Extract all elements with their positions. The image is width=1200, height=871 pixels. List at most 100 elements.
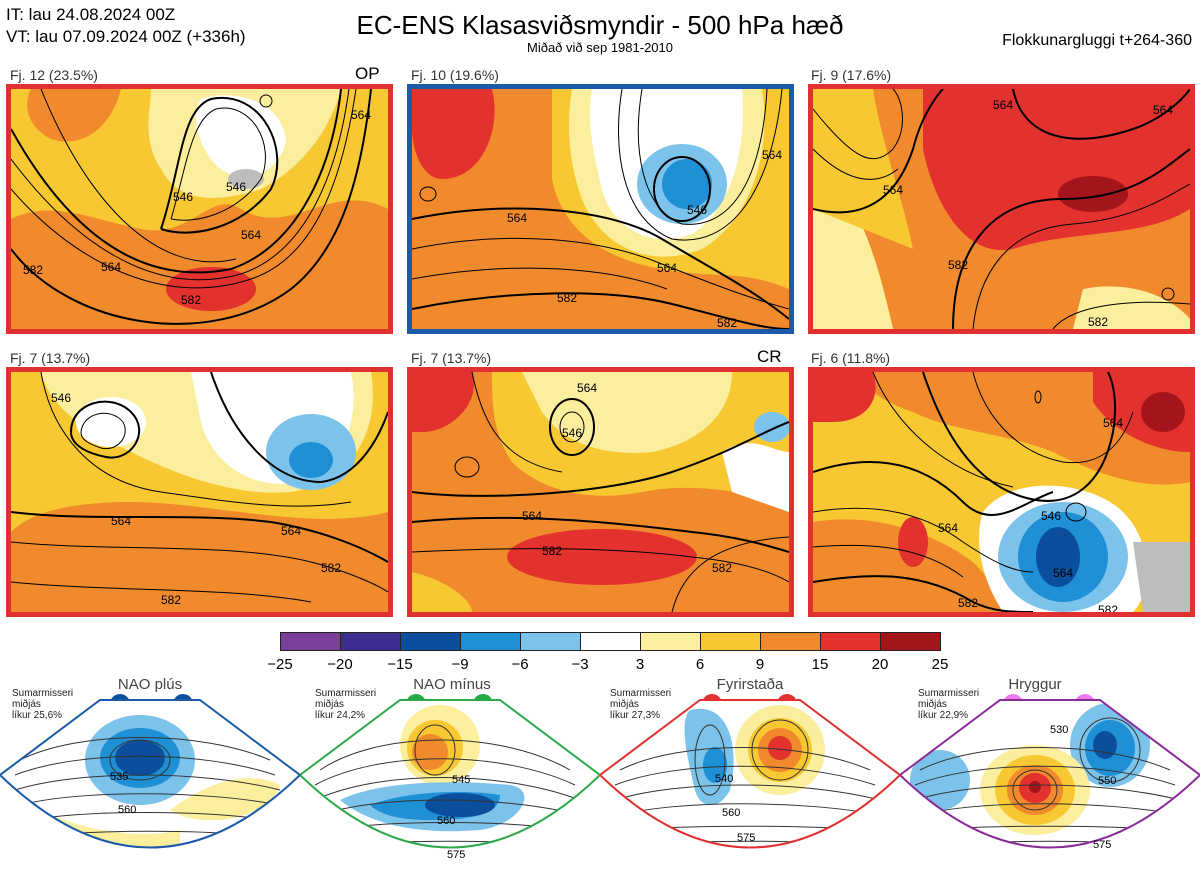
contour-label: 546 — [226, 180, 246, 194]
panel-1-label: Fj. 12 (23.5%) — [10, 67, 98, 83]
regime-title-ridge: Hryggur — [1008, 676, 1062, 693]
colorbar-tick: 25 — [931, 656, 949, 673]
contour-label: 560 — [437, 815, 455, 827]
colorbar-swatch — [581, 633, 641, 650]
cluster-map-6: 564 546 564 564 582 582 — [808, 367, 1195, 617]
colorbar-tick: −25 — [267, 656, 293, 673]
init-time-block: IT: lau 24.08.2024 00Z VT: lau 07.09.202… — [6, 4, 246, 48]
page-title: EC-ENS Klasasviðsmyndir - 500 hPa hæð — [356, 10, 844, 40]
contour-label: 564 — [281, 524, 301, 538]
contour-label: 535 — [110, 771, 128, 783]
panel-3-label: Fj. 9 (17.6%) — [811, 67, 892, 83]
panel-4-label: Fj. 7 (13.7%) — [10, 350, 91, 366]
contour-label: 582 — [542, 544, 562, 558]
colorbar-tick: 3 — [635, 656, 645, 673]
colorbar-swatch — [401, 633, 461, 650]
colorbar-tick: 6 — [695, 656, 705, 673]
colorbar-swatch — [281, 633, 341, 650]
contour-label: 564 — [993, 98, 1013, 112]
contour-label: 564 — [1103, 416, 1123, 430]
contour-label: 582 — [712, 561, 732, 575]
regime-note-line: líkur 22,9% — [918, 710, 969, 721]
contour-label: 545 — [452, 774, 470, 786]
cluster-map-3: 564 564 564 582 582 — [808, 84, 1195, 334]
contour-label: 564 — [1153, 103, 1173, 117]
contour-label: 550 — [1098, 775, 1116, 787]
colorbar-swatch — [881, 633, 940, 650]
panel-6-label: Fj. 6 (11.8%) — [811, 350, 891, 366]
regime-note-line: miðjás — [315, 699, 344, 710]
regime-title-blocking: Fyrirstaða — [716, 676, 784, 693]
colorbar — [280, 632, 941, 651]
contour-label: 564 — [522, 509, 542, 523]
colorbar-tick: −3 — [571, 656, 589, 673]
panel-5-tag: CR — [757, 347, 782, 366]
contour-label: 582 — [958, 596, 978, 610]
page-subtitle: Miðað við sep 1981-2010 — [527, 40, 673, 55]
colorbar-tick: 15 — [811, 656, 829, 673]
regime-map-blocking: 540 560 575 — [600, 699, 900, 849]
classification-window: Flokkunargluggi t+264-360 — [1002, 32, 1192, 49]
contour-label: 582 — [181, 293, 201, 307]
regime-note-line: líkur 24,2% — [315, 710, 366, 721]
regime-map-nao-minus: 545 560 575 — [300, 699, 600, 861]
contour-label: 564 — [101, 260, 121, 274]
contour-label: 582 — [1098, 603, 1118, 612]
contour-label: 582 — [1088, 315, 1108, 329]
contour-label: 564 — [241, 228, 261, 242]
colorbar-tick: 20 — [871, 656, 889, 673]
regime-note-line: miðjás — [610, 699, 639, 710]
cluster-map-4: 546 564 564 582 582 — [6, 367, 393, 617]
panel-5-label: Fj. 7 (13.7%) — [411, 350, 492, 366]
regime-map-ridge: 530 550 575 — [900, 699, 1200, 851]
contour-label: 546 — [1041, 509, 1061, 523]
regime-note-line: miðjás — [12, 699, 41, 710]
colorbar-swatch — [641, 633, 701, 650]
contour-label: 564 — [577, 381, 597, 395]
contour-label: 564 — [1053, 566, 1073, 580]
contour-label: 582 — [557, 291, 577, 305]
contour-label: 546 — [173, 190, 193, 204]
cluster-map-5: 564 546 564 582 582 — [407, 367, 794, 617]
regime-note-line: miðjás — [918, 699, 947, 710]
cluster-map-1: 546 546 564 564 582 582 564 — [6, 84, 393, 334]
contour-label: 564 — [507, 211, 527, 225]
panel-1-tag: OP — [355, 64, 380, 83]
regime-note-line: líkur 27,3% — [610, 710, 661, 721]
regime-note-line: Sumarmisseri — [315, 688, 377, 699]
contour-label: 575 — [1093, 839, 1111, 851]
regime-map-nao-plus: 535 560 — [0, 699, 300, 849]
contour-label: 564 — [938, 521, 958, 535]
contour-label: 582 — [23, 263, 43, 277]
regime-title-nao-minus: NAO mínus — [413, 676, 491, 693]
init-time: IT: lau 24.08.2024 00Z — [6, 5, 176, 24]
regime-note: Sumarmisseri miðjás líkur 24,2% — [315, 688, 376, 721]
colorbar-swatch — [521, 633, 581, 650]
regime-note: Sumarmisseri miðjás líkur 25,6% — [12, 688, 73, 721]
contour-label: 546 — [562, 426, 582, 440]
regime-note: Sumarmisseri miðjás líkur 27,3% — [610, 688, 671, 721]
contour-label: 560 — [118, 804, 136, 816]
colorbar-swatch — [701, 633, 761, 650]
contour-label: 564 — [111, 514, 131, 528]
panel-2-label: Fj. 10 (19.6%) — [411, 67, 499, 83]
regime-note-line: Sumarmisseri — [12, 688, 74, 699]
contour-label: 582 — [948, 258, 968, 272]
contour-label: 546 — [687, 203, 707, 217]
contour-label: 582 — [161, 593, 181, 607]
contour-label: 582 — [717, 316, 737, 329]
contour-label: 575 — [447, 849, 465, 861]
colorbar-swatch — [821, 633, 881, 650]
regime-note: Sumarmisseri miðjás líkur 22,9% — [918, 688, 979, 721]
regime-note-line: Sumarmisseri — [610, 688, 672, 699]
colorbar-tick: 9 — [755, 656, 765, 673]
contour-label: 564 — [657, 261, 677, 275]
colorbar-swatch — [761, 633, 821, 650]
valid-time: VT: lau 07.09.2024 00Z (+336h) — [6, 27, 246, 46]
contour-label: 564 — [762, 148, 782, 162]
colorbar-swatch — [461, 633, 521, 650]
colorbar-tick: −6 — [511, 656, 529, 673]
colorbar-tick: −20 — [327, 656, 353, 673]
contour-label: 582 — [321, 561, 341, 575]
cluster-map-2: 564 546 564 582 582 564 — [407, 84, 794, 334]
